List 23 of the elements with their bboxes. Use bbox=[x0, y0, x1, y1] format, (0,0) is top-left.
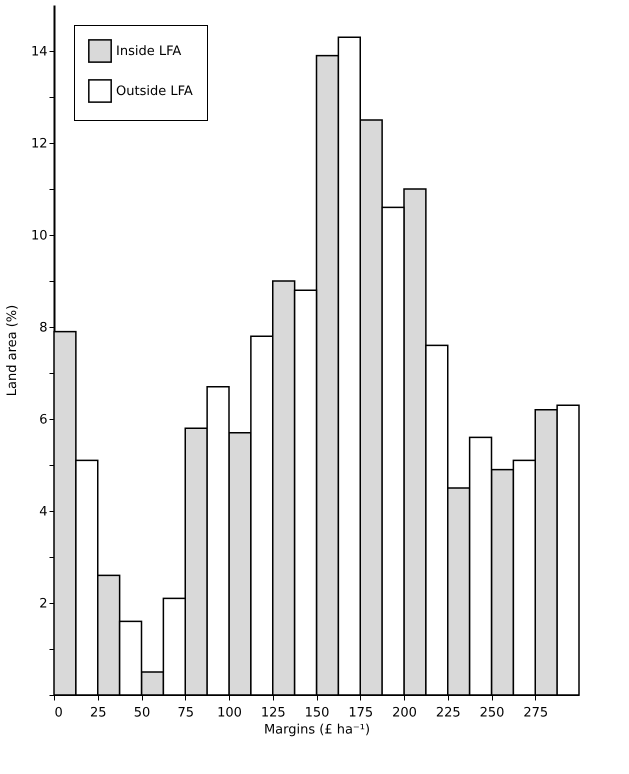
x-tick-label: 250 bbox=[480, 706, 504, 720]
x-tick-label: 200 bbox=[392, 706, 417, 720]
x-tick-label: 275 bbox=[523, 706, 548, 720]
y-tick-label: 8 bbox=[39, 320, 48, 336]
legend-label: Outside LFA bbox=[116, 84, 193, 99]
x-tick-label: 50 bbox=[134, 706, 150, 720]
y-tick-label: 14 bbox=[30, 44, 48, 60]
x-tick-label: 225 bbox=[436, 706, 461, 720]
x-tick-label: 150 bbox=[304, 706, 330, 720]
y-tick-label: 2 bbox=[39, 596, 48, 612]
y-tick-label: 10 bbox=[30, 228, 48, 244]
y-tick-label: 4 bbox=[39, 504, 48, 520]
x-tick-label: 75 bbox=[177, 706, 194, 720]
y-tick-label: 12 bbox=[30, 136, 48, 152]
legend-label: Inside LFA bbox=[116, 44, 182, 59]
y-axis-title: Land area (%) bbox=[4, 304, 20, 396]
x-axis-title: Margins (£ ha⁻¹) bbox=[264, 722, 370, 738]
y-tick-label: 6 bbox=[39, 412, 48, 428]
x-tick-label: 175 bbox=[348, 706, 374, 720]
x-tick-label: 100 bbox=[217, 706, 242, 720]
x-tick-label: 125 bbox=[260, 706, 286, 720]
x-tick-label: 25 bbox=[90, 706, 107, 720]
x-tick-label: 0 bbox=[54, 706, 63, 720]
